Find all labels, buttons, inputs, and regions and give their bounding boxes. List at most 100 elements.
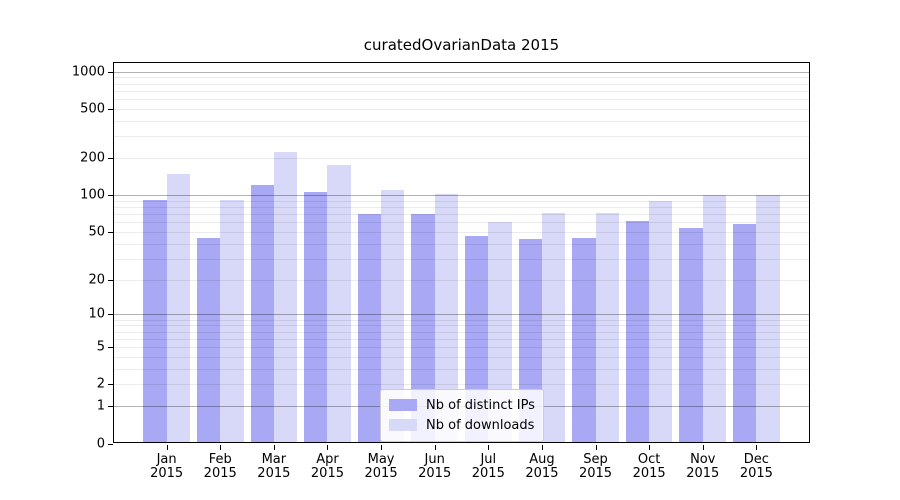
x-tick-label-mar: Mar 2015	[257, 451, 291, 481]
minor-gridline	[113, 368, 810, 370]
y-tick-label-100: 100	[80, 187, 105, 203]
minor-gridline	[113, 90, 810, 92]
bar-dec-downloads	[756, 195, 780, 444]
y-tick-mark	[108, 231, 113, 233]
y-tick-label-50: 50	[88, 224, 105, 240]
minor-gridline	[113, 231, 810, 233]
minor-gridline	[113, 121, 810, 123]
x-tick-mark	[381, 444, 383, 450]
legend-swatch-distinct-ips	[389, 399, 417, 411]
y-tick-mark	[108, 443, 113, 445]
y-tick-mark	[108, 384, 113, 386]
bar-sep-downloads	[595, 212, 619, 444]
y-tick-mark	[108, 406, 113, 408]
y-tick-label-1: 1	[96, 398, 105, 414]
minor-gridline	[113, 136, 810, 138]
y-tick-mark	[108, 158, 113, 160]
grid-layer	[113, 62, 810, 443]
y-tick-mark	[108, 109, 113, 111]
minor-gridline	[113, 207, 810, 209]
bar-jan-ips	[143, 199, 167, 444]
minor-gridline	[113, 158, 810, 160]
y-tick-label-1000: 1000	[71, 64, 105, 80]
x-tick-label-aug: Aug 2015	[525, 451, 559, 481]
minor-gridline	[113, 325, 810, 327]
y-tick-mark	[108, 195, 113, 197]
bar-apr-ips	[304, 191, 328, 444]
minor-gridline	[113, 222, 810, 224]
bar-oct-downloads	[649, 201, 673, 444]
y-tick-label-20: 20	[88, 272, 105, 288]
minor-gridline	[113, 338, 810, 340]
y-tick-mark	[108, 71, 113, 73]
bar-dec-ips	[733, 224, 757, 444]
x-tick-label-may: May 2015	[364, 451, 398, 481]
minor-gridline	[113, 347, 810, 349]
bar-jun-ips	[411, 214, 435, 444]
minor-gridline	[113, 83, 810, 85]
legend-item-distinct-ips: Nb of distinct IPs	[389, 395, 535, 415]
minor-gridline	[113, 214, 810, 216]
x-tick-mark	[327, 444, 329, 450]
x-tick-mark	[166, 444, 168, 450]
bar-mar-downloads	[273, 151, 298, 444]
minor-gridline	[113, 243, 810, 245]
x-tick-label-jul: Jul 2015	[471, 451, 505, 481]
bar-jun-downloads	[434, 193, 458, 444]
bar-jul-downloads	[488, 222, 512, 444]
y-tick-mark	[108, 314, 113, 316]
x-tick-mark	[649, 444, 651, 450]
bar-nov-downloads	[702, 194, 727, 444]
legend-swatch-downloads	[389, 419, 417, 431]
minor-gridline	[113, 331, 810, 333]
bar-sep-ips	[572, 237, 596, 444]
legend-item-downloads: Nb of downloads	[389, 415, 535, 435]
y-tick-label-5: 5	[96, 339, 105, 355]
bar-feb-downloads	[220, 199, 244, 444]
minor-gridline	[113, 77, 810, 79]
major-gridline	[113, 314, 810, 316]
plot-area	[113, 62, 810, 444]
x-tick-label-jan: Jan 2015	[150, 451, 184, 481]
legend: Nb of distinct IPs Nb of downloads	[380, 389, 544, 442]
bar-jan-downloads	[166, 173, 190, 444]
y-tick-label-2: 2	[96, 376, 105, 392]
y-tick-mark	[108, 279, 113, 281]
x-tick-label-feb: Feb 2015	[203, 451, 237, 481]
x-tick-label-oct: Oct 2015	[632, 451, 666, 481]
y-tick-label-10: 10	[88, 306, 105, 322]
y-tick-mark	[108, 347, 113, 349]
bar-mar-ips	[250, 184, 274, 444]
x-tick-mark	[273, 444, 275, 450]
minor-gridline	[113, 200, 810, 202]
bar-may-ips	[357, 214, 382, 444]
bar-aug-downloads	[541, 213, 566, 444]
x-tick-mark	[702, 444, 704, 450]
minor-gridline	[113, 384, 810, 386]
bar-oct-ips	[625, 220, 650, 444]
x-tick-label-sep: Sep 2015	[578, 451, 613, 481]
x-tick-mark	[434, 444, 436, 450]
minor-gridline	[113, 99, 810, 101]
minor-gridline	[113, 279, 810, 281]
y-tick-label-0: 0	[96, 436, 105, 451]
minor-gridline	[113, 258, 810, 260]
minor-gridline	[113, 356, 810, 358]
x-tick-label-dec: Dec 2015	[739, 451, 773, 481]
major-gridline	[113, 195, 810, 197]
x-tick-mark	[488, 444, 490, 450]
bar-feb-ips	[196, 237, 221, 444]
x-tick-mark	[756, 444, 758, 450]
bar-nov-ips	[679, 227, 703, 444]
major-gridline	[113, 71, 810, 73]
bar-apr-downloads	[327, 165, 351, 444]
x-tick-label-jun: Jun 2015	[418, 451, 452, 481]
legend-label-downloads: Nb of downloads	[426, 417, 535, 433]
bar-may-downloads	[381, 190, 405, 444]
chart-title: curatedOvarianData 2015	[363, 36, 560, 54]
x-tick-mark	[541, 444, 543, 450]
y-tick-label-200: 200	[80, 150, 105, 166]
x-tick-label-apr: Apr 2015	[310, 451, 344, 481]
minor-gridline	[113, 109, 810, 111]
